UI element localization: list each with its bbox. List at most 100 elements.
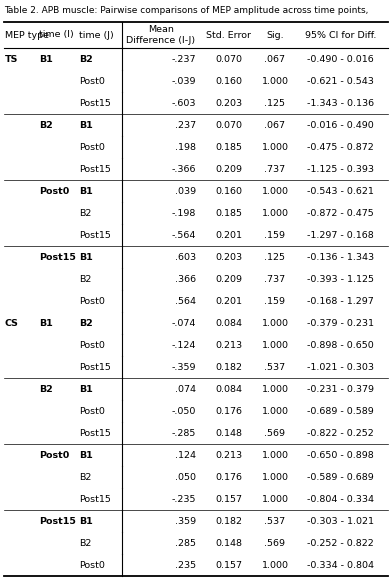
Text: 1.000: 1.000 [261,186,289,196]
Text: 0.182: 0.182 [215,363,242,371]
Text: 0.070: 0.070 [215,120,242,130]
Text: Post0: Post0 [79,340,105,350]
Text: 0.157: 0.157 [215,495,242,503]
Text: -1.021 - 0.303: -1.021 - 0.303 [307,363,374,371]
Text: Post15: Post15 [79,428,111,438]
Text: 0.084: 0.084 [215,318,242,328]
Text: .198: .198 [175,143,196,151]
Text: 0.160: 0.160 [215,186,242,196]
Text: Mean
Difference (I-J): Mean Difference (I-J) [127,25,196,45]
Text: TS: TS [5,55,18,63]
Text: -0.252 - 0.822: -0.252 - 0.822 [307,538,374,548]
Text: -0.650 - 0.898: -0.650 - 0.898 [307,450,374,460]
Text: Post0: Post0 [39,186,69,196]
Text: B1: B1 [79,253,93,261]
Text: -.285: -.285 [172,428,196,438]
Text: B1: B1 [39,318,53,328]
Text: -1.297 - 0.168: -1.297 - 0.168 [307,230,374,240]
Text: Post0: Post0 [79,143,105,151]
Text: -.603: -.603 [171,98,196,108]
Text: .366: .366 [175,275,196,283]
Text: B1: B1 [79,385,93,393]
Text: .235: .235 [175,560,196,570]
Text: -0.872 - 0.475: -0.872 - 0.475 [307,208,374,218]
Text: Post0: Post0 [79,76,105,86]
Text: 0.203: 0.203 [215,253,242,261]
Text: 0.070: 0.070 [215,55,242,63]
Text: B2: B2 [79,318,93,328]
Text: .237: .237 [175,120,196,130]
Text: -0.621 - 0.543: -0.621 - 0.543 [307,76,374,86]
Text: 1.000: 1.000 [261,495,289,503]
Text: .569: .569 [265,428,285,438]
Text: B2: B2 [39,120,53,130]
Text: 0.176: 0.176 [215,473,242,481]
Text: Std. Error: Std. Error [206,30,251,40]
Text: -.235: -.235 [171,495,196,503]
Text: -0.393 - 1.125: -0.393 - 1.125 [307,275,374,283]
Text: 1.000: 1.000 [261,406,289,416]
Text: .603: .603 [175,253,196,261]
Text: Sig.: Sig. [266,30,284,40]
Text: .050: .050 [175,473,196,481]
Text: 0.182: 0.182 [215,516,242,526]
Text: -.039: -.039 [171,76,196,86]
Text: time (I): time (I) [39,30,74,40]
Text: .537: .537 [265,516,285,526]
Text: B1: B1 [79,450,93,460]
Text: Post15: Post15 [79,495,111,503]
Text: 0.176: 0.176 [215,406,242,416]
Text: -0.334 - 0.804: -0.334 - 0.804 [307,560,374,570]
Text: .125: .125 [265,98,285,108]
Text: -.050: -.050 [172,406,196,416]
Text: -1.125 - 0.393: -1.125 - 0.393 [307,165,374,173]
Text: B2: B2 [79,275,91,283]
Text: -0.804 - 0.334: -0.804 - 0.334 [307,495,374,503]
Text: B2: B2 [79,208,91,218]
Text: -0.136 - 1.343: -0.136 - 1.343 [307,253,374,261]
Text: -0.589 - 0.689: -0.589 - 0.689 [307,473,374,481]
Text: Post0: Post0 [39,450,69,460]
Text: B1: B1 [39,55,53,63]
Text: .537: .537 [265,363,285,371]
Text: B2: B2 [79,55,93,63]
Text: 0.201: 0.201 [215,230,242,240]
Text: 1.000: 1.000 [261,318,289,328]
Text: 0.209: 0.209 [215,275,242,283]
Text: .039: .039 [175,186,196,196]
Text: Post0: Post0 [79,560,105,570]
Text: -0.689 - 0.589: -0.689 - 0.589 [307,406,374,416]
Text: -.237: -.237 [171,55,196,63]
Text: .159: .159 [265,230,285,240]
Text: -0.168 - 1.297: -0.168 - 1.297 [307,296,374,306]
Text: 1.000: 1.000 [261,143,289,151]
Text: .737: .737 [265,275,285,283]
Text: -.564: -.564 [172,230,196,240]
Text: 0.185: 0.185 [215,143,242,151]
Text: 1.000: 1.000 [261,473,289,481]
Text: .125: .125 [265,253,285,261]
Text: .569: .569 [265,538,285,548]
Text: 0.203: 0.203 [215,98,242,108]
Text: 1.000: 1.000 [261,560,289,570]
Text: Post15: Post15 [39,516,76,526]
Text: Post15: Post15 [39,253,76,261]
Text: Post15: Post15 [79,165,111,173]
Text: .124: .124 [175,450,196,460]
Text: .359: .359 [175,516,196,526]
Text: -0.379 - 0.231: -0.379 - 0.231 [307,318,374,328]
Text: 0.209: 0.209 [215,165,242,173]
Text: B2: B2 [79,473,91,481]
Text: Post15: Post15 [79,98,111,108]
Text: Post15: Post15 [79,363,111,371]
Text: .074: .074 [175,385,196,393]
Text: B1: B1 [79,516,93,526]
Text: -.124: -.124 [172,340,196,350]
Text: -.074: -.074 [172,318,196,328]
Text: -.359: -.359 [171,363,196,371]
Text: Post15: Post15 [79,230,111,240]
Text: 1.000: 1.000 [261,340,289,350]
Text: 0.157: 0.157 [215,560,242,570]
Text: B2: B2 [79,538,91,548]
Text: 0.213: 0.213 [215,450,242,460]
